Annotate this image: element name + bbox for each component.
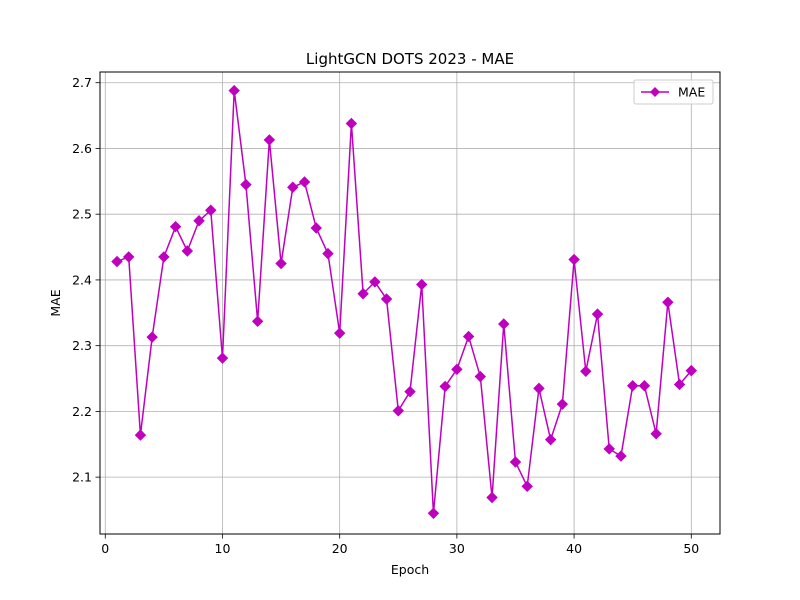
data-point-diamond bbox=[650, 428, 662, 440]
data-point-diamond bbox=[451, 363, 463, 376]
x-tick-label: 20 bbox=[332, 541, 348, 556]
data-point-diamond bbox=[392, 405, 404, 417]
data-point-diamond bbox=[673, 378, 686, 391]
data-point-diamond bbox=[521, 480, 533, 493]
data-point-diamond bbox=[474, 370, 487, 383]
data-point-diamond bbox=[310, 222, 322, 234]
y-tick-label: 2.4 bbox=[72, 272, 92, 287]
data-point-diamond bbox=[486, 491, 498, 504]
data-point-diamond bbox=[498, 318, 510, 330]
data-point-diamond bbox=[263, 134, 276, 146]
data-point-diamond bbox=[169, 220, 182, 233]
data-point-diamond bbox=[193, 215, 205, 227]
x-tick-label: 10 bbox=[215, 541, 231, 556]
data-point-diamond bbox=[462, 330, 475, 343]
data-point-diamond bbox=[345, 117, 358, 130]
data-point-diamond bbox=[533, 382, 545, 395]
data-point-diamond bbox=[322, 247, 334, 260]
data-point-diamond bbox=[251, 315, 264, 328]
y-tick-label: 2.6 bbox=[72, 141, 92, 156]
x-tick-label: 40 bbox=[566, 541, 582, 556]
ticks: 0 10 20 30 40 50 2.1 2.2 2.3 2.4 2.5 2.6 2.7 bbox=[72, 75, 699, 556]
data-point-diamond bbox=[275, 257, 287, 270]
data-point-diamond bbox=[123, 251, 135, 263]
data-point-diamond bbox=[158, 251, 170, 263]
data-point-diamond bbox=[591, 308, 604, 320]
grid bbox=[100, 72, 720, 534]
legend-label-mae: MAE bbox=[678, 85, 705, 100]
legend-box bbox=[633, 79, 714, 105]
data-point-diamond bbox=[439, 380, 451, 393]
y-tick-label: 2.5 bbox=[72, 207, 92, 222]
data-point-diamond bbox=[603, 443, 615, 455]
y-tick-label: 2.3 bbox=[72, 338, 92, 353]
data-point-diamond bbox=[216, 352, 229, 364]
data-point-diamond bbox=[556, 398, 569, 410]
data-point-diamond bbox=[333, 327, 346, 339]
legend: MAE bbox=[633, 79, 714, 105]
data-point-diamond bbox=[568, 253, 580, 266]
data-point-diamond bbox=[427, 507, 440, 520]
data-point-diamond bbox=[615, 450, 627, 462]
data-point-diamond bbox=[638, 380, 651, 392]
data-point-diamond bbox=[369, 276, 381, 288]
data-point-diamond bbox=[146, 331, 158, 343]
x-tick-label: 0 bbox=[101, 541, 109, 556]
y-tick-label: 2.2 bbox=[72, 404, 92, 419]
series-line-mae bbox=[116, 89, 692, 515]
data-point-diamond bbox=[357, 288, 369, 300]
data-point-diamond bbox=[287, 181, 299, 193]
x-tick-label: 50 bbox=[683, 541, 699, 556]
data-point-diamond bbox=[181, 245, 194, 257]
data-point-diamond bbox=[298, 176, 311, 188]
data-point-diamond bbox=[380, 293, 393, 305]
data-point-diamond bbox=[580, 365, 592, 378]
legend-diamond-marker bbox=[650, 87, 660, 97]
data-point-diamond bbox=[509, 456, 522, 468]
y-tick-label: 2.1 bbox=[72, 470, 92, 485]
data-point-diamond bbox=[416, 278, 428, 291]
x-axis-label: Epoch bbox=[391, 562, 429, 577]
data-point-diamond bbox=[662, 296, 674, 308]
data-point-diamond bbox=[111, 255, 123, 268]
data-point-diamond bbox=[205, 204, 217, 216]
data-point-diamond bbox=[685, 364, 697, 377]
data-point-diamond bbox=[404, 385, 416, 398]
data-point-diamond bbox=[626, 380, 639, 392]
data-point-diamond bbox=[228, 84, 240, 97]
data-point-diamond bbox=[240, 178, 252, 191]
data-point-diamond bbox=[544, 433, 557, 446]
series-mae bbox=[111, 84, 697, 520]
plot-frame bbox=[99, 71, 721, 535]
y-tick-label: 2.7 bbox=[72, 75, 92, 90]
chart-title: LightGCN DOTS 2023 - MAE bbox=[306, 50, 514, 68]
x-tick-label: 30 bbox=[449, 541, 465, 556]
data-point-diamond bbox=[134, 429, 147, 441]
y-axis-label: MAE bbox=[48, 289, 63, 316]
